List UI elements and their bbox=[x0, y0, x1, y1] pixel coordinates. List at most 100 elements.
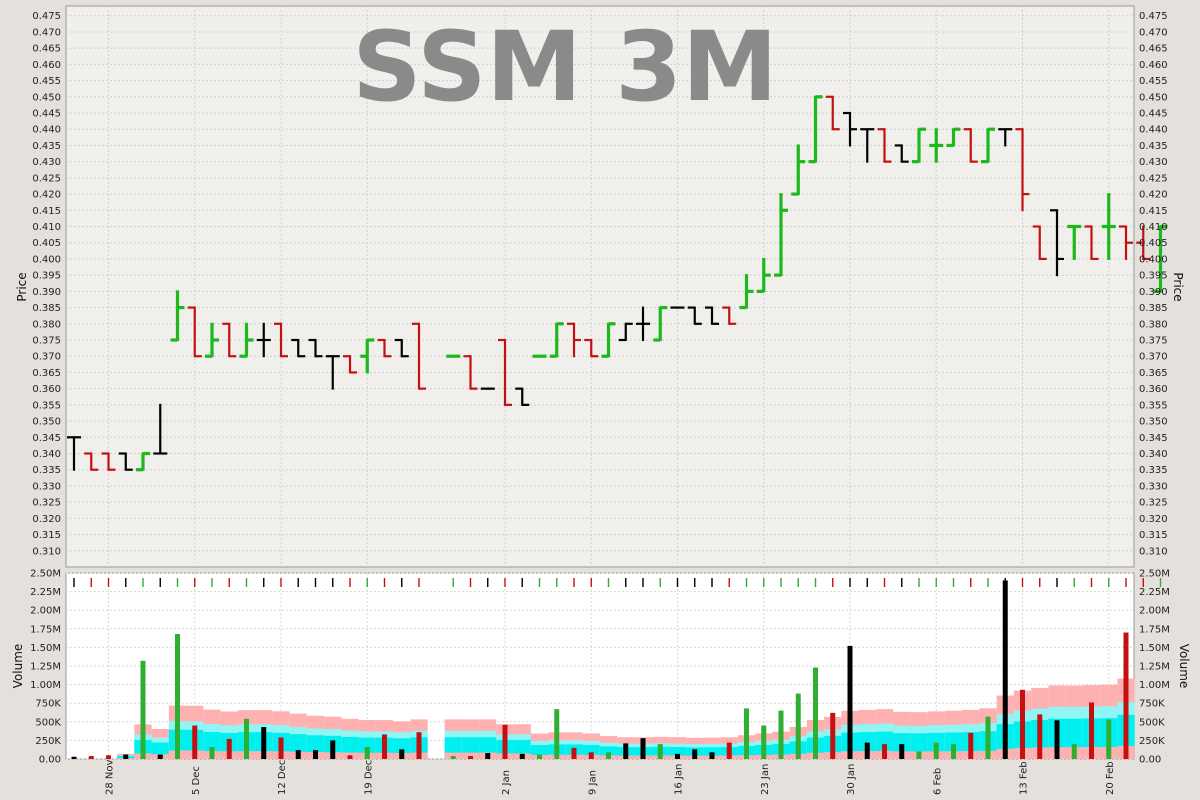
ohlc-bar bbox=[722, 306, 737, 325]
x-tick-label: 23 Jan bbox=[760, 764, 771, 795]
volume-bar bbox=[761, 725, 767, 759]
ohlc-bar bbox=[618, 322, 633, 342]
price-tick-label-right: 0.365 bbox=[1139, 368, 1168, 379]
ohlc-bar bbox=[1050, 209, 1064, 277]
volume-bar bbox=[278, 737, 284, 759]
ohlc-bar bbox=[187, 306, 202, 358]
volume-bar bbox=[571, 747, 577, 759]
volume-bar bbox=[588, 752, 594, 759]
price-tick-label-right: 0.375 bbox=[1139, 336, 1168, 347]
volume-bar bbox=[1089, 702, 1094, 759]
x-tick-label: 28 Nov bbox=[105, 759, 116, 795]
volume-band-3 bbox=[461, 752, 480, 759]
volume-tick-label-right: 750K bbox=[1139, 699, 1165, 710]
ohlc-bar bbox=[222, 322, 237, 358]
ohlc-bar bbox=[136, 451, 150, 472]
volume-bar bbox=[657, 744, 663, 759]
y-ticks: 0.310 0.310 0.315 0.315 0.320 0.320 0.325 0.325… bbox=[30, 11, 1170, 765]
volume-bar bbox=[106, 755, 111, 759]
volume-bar bbox=[1020, 689, 1025, 759]
price-tick-label-left: 0.475 bbox=[32, 11, 61, 22]
volume-bar bbox=[1037, 714, 1043, 759]
price-tick-label-left: 0.410 bbox=[32, 222, 61, 233]
volume-tick-label-right: 1.75M bbox=[1139, 624, 1170, 635]
price-tick-label-left: 0.320 bbox=[32, 514, 61, 525]
ohlc-bar bbox=[153, 403, 168, 455]
ohlc-bar bbox=[912, 127, 926, 164]
ohlc-bar bbox=[1067, 224, 1082, 260]
price-tick-label-left: 0.385 bbox=[32, 303, 61, 314]
ohlc-bar bbox=[377, 338, 392, 358]
price-tick-label-right: 0.450 bbox=[1139, 92, 1168, 103]
price-tick-label-left: 0.365 bbox=[32, 368, 61, 379]
volume-bar bbox=[916, 751, 922, 759]
ohlc-bar bbox=[256, 322, 271, 358]
price-tick-label-right: 0.370 bbox=[1139, 352, 1168, 363]
price-tick-label-left: 0.340 bbox=[32, 449, 61, 460]
ohlc-bar bbox=[601, 322, 616, 358]
price-tick-label-left: 0.425 bbox=[32, 173, 61, 184]
ohlc-bar bbox=[705, 306, 719, 325]
volume-tick-label-left: 250K bbox=[35, 736, 61, 747]
price-tick-label-right: 0.455 bbox=[1139, 76, 1168, 87]
price-tick-label-left: 0.430 bbox=[32, 157, 61, 168]
volume-tick-label-left: 2.00M bbox=[30, 606, 61, 617]
price-tick-label-left: 0.395 bbox=[32, 271, 61, 282]
volume-tick-label-left: 1.75M bbox=[30, 624, 61, 635]
volume-tick-label-right: 500K bbox=[1139, 717, 1165, 728]
volume-bar bbox=[347, 755, 353, 759]
price-tick-label-right: 0.460 bbox=[1139, 60, 1168, 71]
volume-tick-label-right: 1.25M bbox=[1139, 662, 1170, 673]
ohlc-bar bbox=[636, 306, 650, 342]
price-gridlines bbox=[66, 6, 1134, 567]
volume-bar bbox=[502, 724, 508, 759]
ohlc-bar bbox=[67, 436, 81, 471]
price-tick-label-left: 0.310 bbox=[32, 546, 61, 557]
ohlc-bar bbox=[843, 111, 857, 147]
ohlc-bar bbox=[480, 387, 495, 390]
price-tick-label-right: 0.410 bbox=[1139, 222, 1168, 233]
price-tick-label-left: 0.315 bbox=[32, 530, 61, 541]
volume-tick-label-right: 2.00M bbox=[1139, 606, 1170, 617]
volume-tick-label-left: 2.50M bbox=[30, 569, 61, 580]
price-tick-label-right: 0.415 bbox=[1139, 206, 1168, 217]
volume-tick-label-right: 2.50M bbox=[1139, 569, 1170, 580]
x-tick-label: 2 Jan bbox=[501, 770, 512, 795]
volume-bar bbox=[244, 718, 249, 759]
ohlc-bar bbox=[532, 354, 547, 358]
volume-bar bbox=[468, 756, 473, 759]
price-tick-label-left: 0.375 bbox=[32, 336, 61, 347]
volume-tick-label-left: 1.25M bbox=[30, 662, 61, 673]
ohlc-bar bbox=[291, 338, 306, 358]
price-tick-label-right: 0.335 bbox=[1139, 465, 1168, 476]
price-tick-label-left: 0.330 bbox=[32, 481, 61, 492]
volume-bar bbox=[71, 756, 77, 759]
price-tick-label-left: 0.415 bbox=[32, 206, 61, 217]
price-tick-label-right: 0.325 bbox=[1139, 498, 1168, 509]
price-tick-label-left: 0.405 bbox=[32, 238, 61, 249]
volume-tick-label-left: 750K bbox=[35, 699, 61, 710]
x-tick-label: 16 Jan bbox=[674, 764, 685, 795]
volume-bar bbox=[1123, 632, 1129, 759]
volume-bars bbox=[71, 578, 1162, 759]
ohlc-bar bbox=[170, 290, 185, 342]
volume-tick-label-right: 1.50M bbox=[1139, 643, 1170, 654]
x-ticks: 28 Nov 5 Dec 12 Dec 19 Dec 2 Jan 9 Jan 16 Jan 2… bbox=[105, 759, 1116, 795]
price-tick-label-left: 0.435 bbox=[32, 141, 61, 152]
ohlc-bar bbox=[394, 338, 409, 358]
volume-bar bbox=[537, 754, 542, 759]
ohlc-bar bbox=[515, 387, 530, 406]
volume-bar bbox=[899, 744, 905, 759]
volume-bar bbox=[640, 738, 646, 759]
ohlc-bar bbox=[670, 306, 685, 309]
price-tick-label-left: 0.345 bbox=[32, 433, 61, 444]
volume-tick-label-left: 0.00 bbox=[39, 755, 61, 766]
volume-tick-label-left: 2.25M bbox=[30, 587, 61, 598]
volume-bar bbox=[933, 742, 939, 759]
volume-bar bbox=[692, 749, 698, 759]
ohlc-bar bbox=[756, 257, 771, 293]
price-axis-label-left: Price bbox=[15, 272, 29, 301]
x-tick-label: 12 Dec bbox=[277, 760, 288, 795]
ohlc-bar bbox=[808, 95, 823, 164]
price-tick-label-right: 0.395 bbox=[1139, 271, 1168, 282]
